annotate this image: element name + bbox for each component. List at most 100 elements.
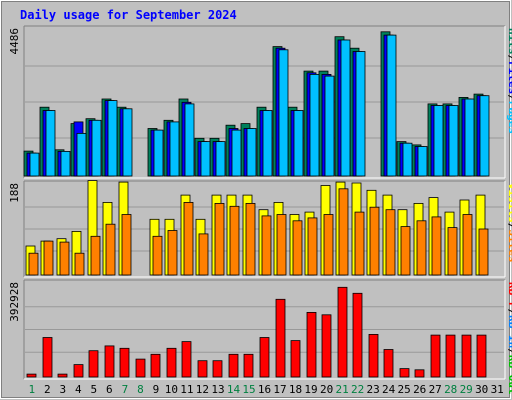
x-tick-label: 11: [180, 383, 193, 396]
series-label-kb-in: KB In: [506, 315, 512, 348]
bar-kb-f-day-4: [73, 364, 84, 378]
right-series-labels: KB F/KB In/KB Out: [506, 282, 512, 395]
x-tick-label: 2: [44, 383, 51, 396]
right-series-labels: Visits/Sites: [506, 183, 512, 263]
x-tick-label: 3: [59, 383, 66, 396]
series-sites: [28, 188, 489, 276]
series-label-sites: Sites: [506, 229, 512, 262]
x-tick-label: 21: [335, 383, 348, 396]
bar-kb-f-day-21: [337, 286, 348, 378]
bar-sites-day-26: [416, 220, 427, 276]
bar-pages-day-22: [355, 51, 366, 177]
y-max-label: 392928: [8, 282, 21, 322]
x-tick-label: 31: [491, 383, 504, 396]
bar-pages-day-5: [91, 119, 102, 177]
bar-sites-day-18: [292, 220, 303, 276]
bar-kb-f-day-1: [26, 373, 37, 378]
x-tick-label: 24: [382, 383, 396, 396]
bar-sites-day-24: [385, 209, 396, 276]
bar-pages-day-25: [402, 142, 413, 177]
bar-sites-day-25: [400, 226, 411, 276]
bar-pages-day-9: [153, 129, 164, 177]
series-pages: [29, 34, 490, 177]
y-max-label: 4486: [8, 28, 21, 55]
bar-sites-day-11: [183, 201, 194, 276]
bar-pages-day-6: [107, 100, 118, 177]
x-tick-label: 16: [258, 383, 271, 396]
x-tick-label: 19: [304, 383, 317, 396]
label-separator: /: [506, 55, 512, 62]
bar-sites-day-9: [152, 235, 163, 276]
bar-kb-f-day-15: [243, 353, 254, 378]
bar-pages-day-28: [448, 105, 459, 177]
bar-kb-f-day-7: [119, 347, 130, 378]
bar-sites-day-10: [167, 230, 178, 276]
x-tick-label: 29: [460, 383, 473, 396]
x-tick-label: 12: [196, 383, 209, 396]
bar-kb-f-day-13: [212, 360, 223, 378]
x-tick-label: 17: [273, 383, 286, 396]
bar-pages-day-20: [324, 75, 335, 177]
x-tick-label: 5: [90, 383, 97, 396]
bar-kb-f-day-16: [259, 337, 270, 378]
bar-kb-f-day-5: [88, 350, 99, 378]
bar-kb-f-day-27: [430, 334, 441, 378]
bar-sites-day-14: [229, 205, 240, 276]
series-label-kb-out: KB Out: [506, 355, 512, 395]
bar-pages-day-1: [29, 152, 40, 177]
x-tick-label: 15: [242, 383, 255, 396]
bar-pages-day-12: [200, 141, 211, 177]
bar-kb-f-day-22: [352, 292, 363, 378]
label-separator: /: [506, 94, 512, 101]
chart-title: Daily usage for September 2024: [20, 8, 237, 22]
bar-sites-day-12: [198, 233, 209, 276]
bar-sites-day-2: [43, 240, 54, 276]
bar-pages-day-29: [464, 98, 475, 177]
bar-pages-day-16: [262, 110, 273, 177]
bar-kb-f-day-12: [197, 360, 208, 378]
bar-sites-day-3: [59, 241, 70, 276]
panels: 4486Hits/Files/Pages188Visits/Sites39292…: [8, 25, 512, 395]
bar-pages-day-21: [340, 39, 351, 177]
bar-sites-day-1: [28, 252, 39, 276]
series-label-kb-f: KB F: [506, 282, 512, 309]
bar-kb-f-day-25: [399, 368, 410, 378]
x-tick-label: 14: [227, 383, 241, 396]
bar-sites-day-15: [245, 202, 256, 276]
bar-pages-day-2: [45, 110, 56, 177]
bar-kb-f-day-11: [181, 341, 192, 378]
series-kb-f: [26, 286, 487, 378]
bar-sites-day-21: [338, 188, 349, 276]
label-separator: /: [506, 309, 512, 316]
bar-kb-f-day-6: [104, 345, 115, 378]
panel-hits-files-pages: 4486 Hits/Files/Pages: [8, 25, 512, 179]
bar-sites-day-16: [261, 215, 272, 276]
bar-sites-day-13: [214, 202, 225, 276]
bar-sites-day-29: [462, 214, 473, 276]
bar-kb-f-day-10: [166, 347, 177, 378]
bar-pages-day-17: [278, 49, 289, 177]
bar-kb-f-day-2: [42, 337, 53, 378]
x-tick-label: 20: [320, 383, 333, 396]
label-separator: /: [506, 348, 512, 355]
bar-pages-day-11: [184, 103, 195, 177]
right-series-labels: Hits/Files/Pages: [506, 28, 512, 134]
bar-sites-day-7: [121, 214, 132, 276]
bar-kb-f-day-18: [290, 340, 301, 378]
bar-pages-day-7: [122, 108, 133, 177]
bar-pages-day-30: [479, 95, 490, 177]
x-tick-label: 25: [397, 383, 410, 396]
series-label-files: Files: [506, 61, 512, 94]
bar-pages-day-26: [417, 146, 428, 177]
bar-kb-f-day-24: [383, 349, 394, 378]
bar-pages-day-4: [76, 132, 87, 177]
series-label-hits: Hits: [506, 28, 512, 55]
bar-pages-day-15: [246, 128, 257, 177]
x-tick-label: 13: [211, 383, 224, 396]
x-tick-label: 9: [153, 383, 160, 396]
x-tick-label: 22: [351, 383, 364, 396]
bar-pages-day-10: [169, 121, 180, 177]
